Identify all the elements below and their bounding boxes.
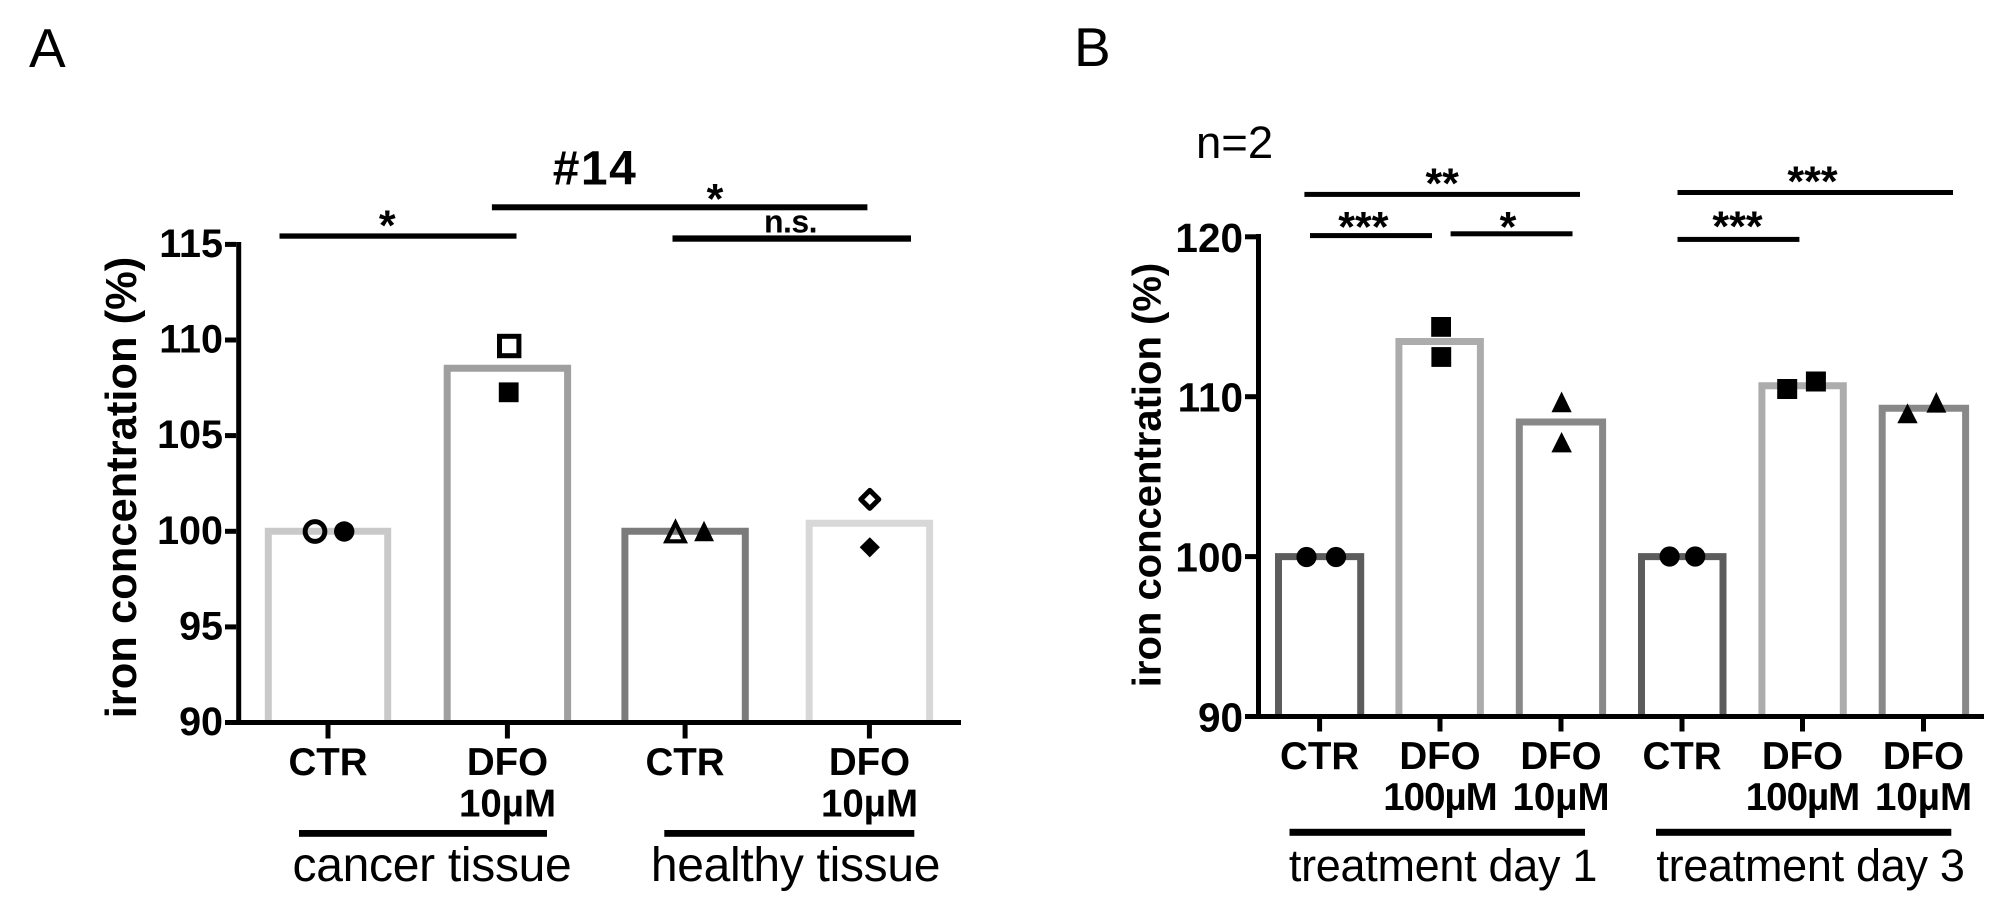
svg-text:90: 90 (1198, 695, 1243, 741)
svg-text:***: *** (1787, 158, 1837, 206)
svg-text:100: 100 (1175, 535, 1243, 581)
svg-text:CTR: CTR (645, 741, 724, 784)
svg-text:DFO: DFO (1520, 735, 1601, 778)
svg-text:10µM: 10µM (1875, 776, 1972, 819)
svg-text:90: 90 (179, 700, 223, 744)
svg-text:B: B (1074, 16, 1111, 78)
svg-text:CTR: CTR (288, 741, 367, 784)
svg-text:100µM: 100µM (1746, 776, 1860, 819)
svg-text:***: *** (1712, 203, 1762, 251)
svg-text:#14: #14 (553, 142, 638, 195)
svg-text:*: * (1500, 204, 1517, 252)
svg-text:**: ** (1425, 160, 1459, 208)
svg-text:110: 110 (159, 318, 223, 362)
svg-text:DFO: DFO (1883, 735, 1964, 778)
svg-text:DFO: DFO (467, 741, 548, 784)
svg-text:healthy tissue: healthy tissue (651, 839, 940, 892)
svg-text:iron concentration (%): iron concentration (%) (1126, 263, 1170, 687)
svg-text:100µM: 100µM (1383, 776, 1497, 819)
svg-text:***: *** (1338, 204, 1388, 252)
svg-text:n=2: n=2 (1196, 117, 1273, 168)
svg-text:110: 110 (1178, 375, 1243, 421)
svg-text:95: 95 (179, 604, 223, 648)
svg-text:10µM: 10µM (1512, 776, 1609, 819)
svg-text:115: 115 (159, 222, 223, 266)
svg-text:120: 120 (1175, 215, 1243, 261)
svg-text:10µM: 10µM (459, 783, 556, 826)
svg-text:DFO: DFO (1399, 735, 1480, 778)
svg-text:10µM: 10µM (821, 783, 918, 826)
svg-text:DFO: DFO (1762, 735, 1843, 778)
svg-text:100: 100 (157, 509, 223, 553)
svg-text:DFO: DFO (829, 741, 910, 784)
svg-text:CTR: CTR (1642, 735, 1721, 778)
svg-text:treatment day 3: treatment day 3 (1656, 840, 1964, 891)
svg-text:treatment day 1: treatment day 1 (1289, 840, 1597, 891)
svg-text:*: * (707, 175, 724, 223)
svg-text:*: * (379, 202, 396, 250)
svg-text:A: A (29, 17, 66, 79)
svg-text:iron concentration (%): iron concentration (%) (98, 257, 146, 719)
svg-text:CTR: CTR (1280, 735, 1359, 778)
svg-text:105: 105 (157, 413, 223, 457)
svg-text:cancer tissue: cancer tissue (293, 839, 572, 892)
svg-text:n.s.: n.s. (764, 204, 817, 240)
